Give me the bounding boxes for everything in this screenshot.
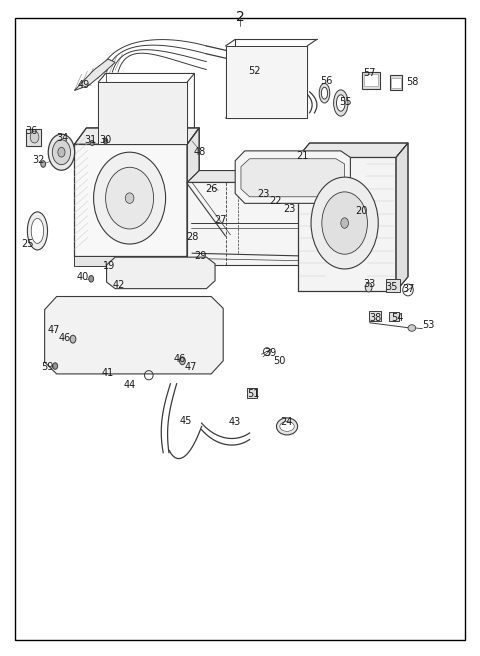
Bar [364,74,378,86]
Ellipse shape [94,152,166,244]
Polygon shape [98,82,187,144]
Polygon shape [187,253,374,265]
Text: 31: 31 [84,134,96,145]
Text: 26: 26 [205,184,217,194]
Text: 51: 51 [247,388,260,399]
Polygon shape [362,171,374,265]
Ellipse shape [408,325,416,331]
Bar [386,279,400,292]
Text: 41: 41 [102,367,114,378]
Text: 54: 54 [391,312,404,323]
Text: 59: 59 [41,361,53,372]
Polygon shape [74,128,199,144]
Bar [362,72,380,89]
Text: 32: 32 [32,155,45,165]
Text: 57: 57 [363,68,376,79]
Text: 49: 49 [78,80,90,91]
Text: 30: 30 [99,134,112,145]
Ellipse shape [334,90,348,116]
Text: 20: 20 [355,206,368,216]
Ellipse shape [336,94,345,111]
Text: 56: 56 [320,76,333,87]
Text: 42: 42 [113,279,125,290]
Ellipse shape [27,212,48,250]
Text: 43: 43 [228,417,240,428]
Bar [389,312,399,321]
Text: 24: 24 [280,417,292,428]
Bar [26,129,41,146]
Ellipse shape [106,167,154,229]
Polygon shape [107,257,215,289]
Text: 45: 45 [180,416,192,426]
Text: 50: 50 [274,356,286,366]
Polygon shape [74,144,187,256]
Ellipse shape [311,177,378,269]
Text: 46: 46 [174,354,186,365]
Polygon shape [226,46,307,118]
Text: 44: 44 [123,380,136,390]
Text: 2: 2 [236,10,244,24]
Ellipse shape [322,192,368,254]
Text: 48: 48 [193,147,205,157]
Text: 23: 23 [257,189,269,199]
Text: 25: 25 [22,239,34,249]
Ellipse shape [180,357,185,365]
Polygon shape [187,128,199,256]
Bar [391,78,401,88]
Ellipse shape [52,140,71,165]
Ellipse shape [341,218,348,228]
Text: 39: 39 [264,348,276,358]
Polygon shape [298,143,408,157]
Ellipse shape [89,276,94,282]
Text: 38: 38 [369,312,382,323]
Text: 22: 22 [269,196,281,207]
Text: 19: 19 [103,261,116,272]
Ellipse shape [31,218,44,243]
Text: 27: 27 [215,215,227,226]
Ellipse shape [365,283,372,292]
Polygon shape [396,143,408,291]
Ellipse shape [319,83,330,103]
Ellipse shape [280,422,294,432]
Ellipse shape [41,161,46,167]
Bar [247,388,257,398]
Ellipse shape [104,138,108,144]
Polygon shape [74,256,187,266]
Text: 58: 58 [407,77,419,87]
Ellipse shape [125,193,134,203]
Polygon shape [74,59,115,91]
Polygon shape [187,171,374,182]
Bar [369,311,381,321]
Text: 33: 33 [363,279,376,289]
Ellipse shape [90,140,94,146]
Text: 55: 55 [339,96,352,107]
Polygon shape [298,157,396,291]
Polygon shape [235,151,350,203]
Ellipse shape [276,418,298,435]
Text: 35: 35 [385,282,397,293]
Text: 23: 23 [283,203,296,214]
Text: 28: 28 [186,232,198,243]
Ellipse shape [53,363,58,369]
Text: 40: 40 [76,272,89,282]
Text: 46: 46 [59,333,71,344]
Ellipse shape [30,131,39,143]
Ellipse shape [322,87,327,99]
Polygon shape [187,182,362,265]
Text: 37: 37 [403,283,415,294]
Text: 29: 29 [194,251,207,261]
Text: 53: 53 [422,320,435,331]
Polygon shape [241,159,345,197]
Text: 36: 36 [25,126,37,136]
Text: 47: 47 [48,325,60,335]
Polygon shape [45,297,223,374]
Ellipse shape [48,134,75,171]
Text: 21: 21 [296,151,309,161]
Text: 47: 47 [185,362,197,373]
Ellipse shape [70,335,76,343]
Ellipse shape [58,147,65,157]
Text: 34: 34 [56,133,69,143]
Bar [390,75,402,90]
Text: 52: 52 [248,66,261,76]
